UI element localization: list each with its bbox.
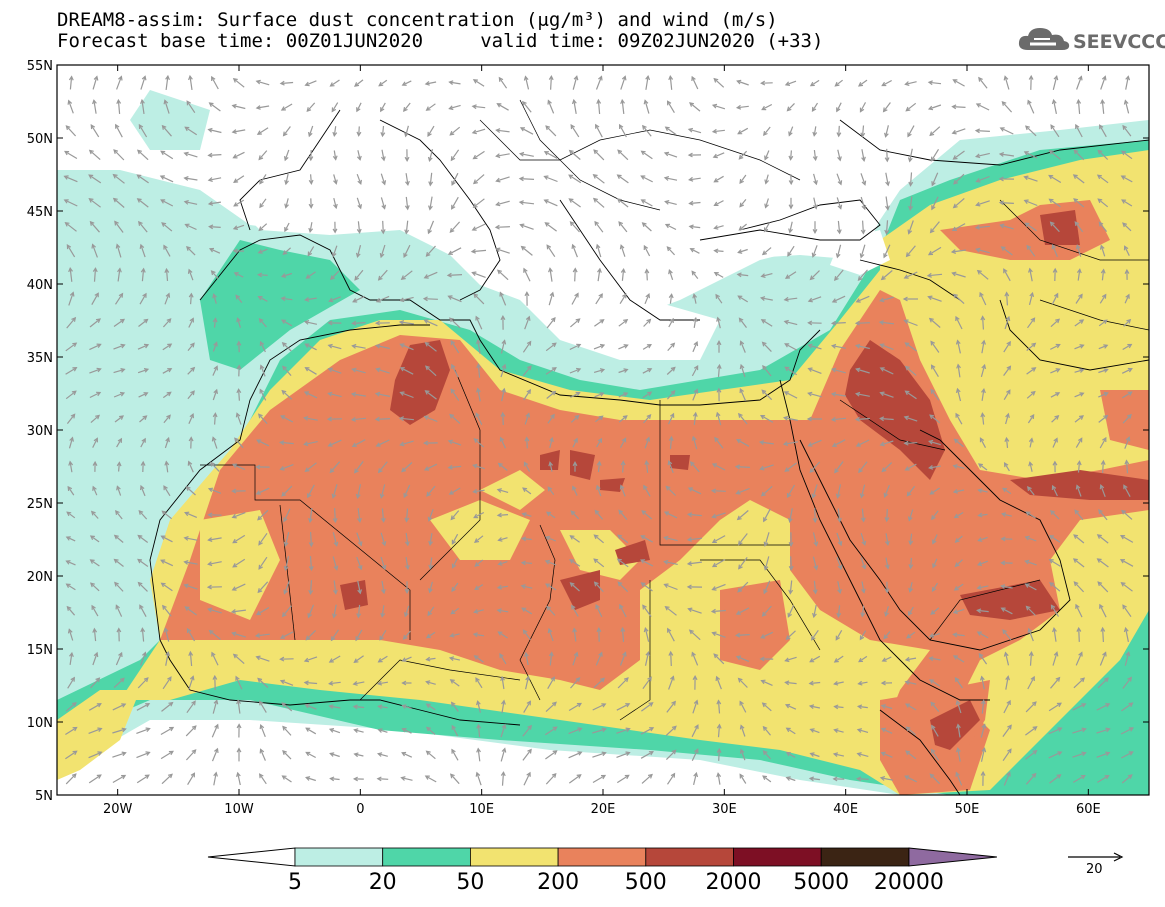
dust-level-500: [390, 340, 450, 425]
colorbar-label: 200: [537, 870, 580, 895]
latitude-label: 50N: [27, 132, 53, 147]
colorbar-label: 500: [624, 870, 667, 895]
colorbar-label: 20: [368, 870, 397, 895]
colorbar-label: 50: [456, 870, 485, 895]
colorbar-bin: [733, 847, 822, 867]
map-title: DREAM8-assim: Surface dust concentration…: [57, 9, 778, 31]
colorbar-bin: [820, 847, 910, 867]
colorbar-label: 5000: [793, 870, 850, 895]
colorbar-high-end: [908, 847, 997, 867]
latitude-label: 35N: [27, 351, 53, 366]
latitude-label: 55N: [27, 59, 53, 74]
latitude-label: 25N: [27, 497, 53, 512]
colorbar-bin: [557, 847, 647, 867]
colorbar-bin: [645, 847, 734, 867]
colorbar-bin: [382, 847, 471, 867]
forecast-times: Forecast base time: 00Z01JUN2020 valid t…: [57, 30, 824, 52]
colorbar-bin: [469, 847, 559, 867]
colorbar-label: 5: [288, 870, 302, 895]
longitude-label: 40E: [833, 802, 858, 817]
longitude-label: 20E: [591, 802, 616, 817]
seevccc-logo: SEEVCCC: [1016, 24, 1165, 64]
latitude-label: 40N: [27, 278, 53, 293]
colorbar: [207, 847, 997, 867]
reference-wind-value: 20: [1086, 862, 1103, 877]
latitude-label: 15N: [27, 643, 53, 658]
latitude-label: 45N: [27, 205, 53, 220]
longitude-label: 30E: [712, 802, 737, 817]
colorbar-bin: [294, 847, 384, 867]
colorbar-label: 2000: [705, 870, 762, 895]
latitude-label: 5N: [35, 789, 53, 804]
latitude-labels: 55N 50N 45N 40N 35N 30N 25N 20N 15N 10N 5N: [27, 59, 53, 804]
longitude-label: 20W: [103, 802, 133, 817]
longitude-label: 10W: [224, 802, 254, 817]
reference-wind-arrow: [1068, 852, 1124, 862]
wind-vectors: [63, 74, 1135, 786]
longitude-labels: 20W 10W 0 10E 20E 30E 40E 50E 60E: [103, 802, 1101, 817]
colorbar-low-end: [207, 847, 296, 867]
cloud-icon: [1018, 28, 1070, 50]
logo-text: SEEVCCC: [1073, 31, 1165, 53]
dust-concentration-field: [57, 65, 1149, 795]
colorbar-label: 20000: [873, 870, 944, 895]
latitude-label: 20N: [27, 570, 53, 585]
axis-ticks: [57, 64, 1149, 796]
coastlines: [149, 109, 1149, 795]
latitude-label: 30N: [27, 424, 53, 439]
longitude-label: 10E: [469, 802, 494, 817]
longitude-label: 0: [356, 802, 364, 817]
longitude-label: 50E: [955, 802, 980, 817]
latitude-label: 10N: [27, 716, 53, 731]
longitude-label: 60E: [1076, 802, 1101, 817]
